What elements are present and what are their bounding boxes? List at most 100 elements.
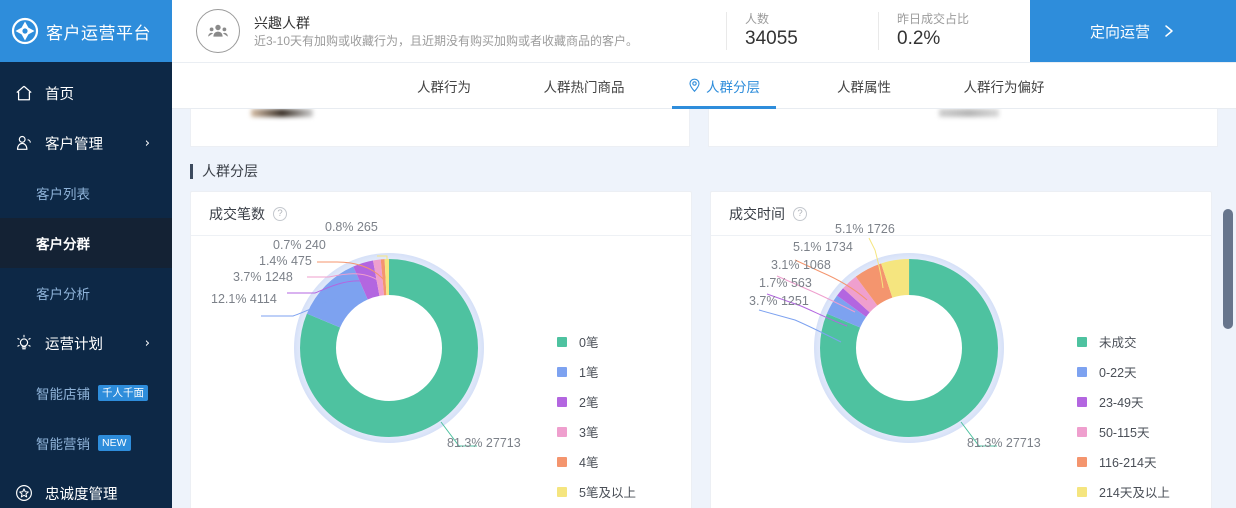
chevron-right-icon: ›: [144, 135, 150, 151]
cutoff-card-right: [708, 109, 1218, 147]
legend-label: 5笔及以上: [579, 486, 636, 500]
legend-item[interactable]: 214天及以上: [1077, 482, 1170, 501]
sidebar-item-loyalty[interactable]: 忠诚度管理: [0, 468, 172, 508]
sidebar-item-label: 客户管理: [45, 136, 103, 153]
legend-swatch: [557, 336, 567, 347]
legend-item[interactable]: 4笔: [557, 452, 636, 471]
legend-item[interactable]: 0-22天: [1077, 362, 1170, 381]
legend-swatch: [1077, 426, 1087, 437]
stat-value: 34055: [745, 28, 798, 49]
sidebar-item-smart-shop[interactable]: 智能店铺 千人千面: [0, 368, 172, 418]
chevron-right-icon: [1162, 23, 1176, 39]
legend-swatch: [557, 486, 567, 497]
card-header: 成交笔数 ?: [191, 192, 691, 236]
legend-item[interactable]: 1笔: [557, 362, 636, 381]
legend-label: 50-115天: [1099, 426, 1150, 440]
sidebar-item-customer-list[interactable]: 客户列表: [0, 168, 172, 218]
tab-label: 人群行为偏好: [963, 79, 1045, 95]
cutoff-card-left: [190, 109, 690, 147]
crowd-header: 兴趣人群 近3-10天有加购或收藏行为，且近期没有购买加购或者收藏商品的客户。 …: [172, 0, 1236, 63]
targeted-operation-button[interactable]: 定向运营: [1030, 0, 1236, 62]
brand-name: 客户运营平台: [46, 23, 151, 43]
blurred-thumbnail: [251, 109, 313, 117]
legend-transaction-time: 未成交 0-22天 23-49天: [1077, 332, 1170, 501]
donut-chart-transaction-time[interactable]: 5.1% 1726 5.1% 1734 3.1% 1068 1.7% 563 3…: [749, 222, 1041, 450]
main-area: 兴趣人群 近3-10天有加购或收藏行为，且近期没有购买加购或者收藏商品的客户。 …: [172, 0, 1236, 508]
sidebar: 客户运营平台 首页 客户管理 ›: [0, 0, 172, 508]
legend-swatch: [557, 366, 567, 377]
callout-unpaid: 81.3% 27713: [967, 436, 1041, 450]
sidebar-item-customer-management[interactable]: 客户管理 ›: [0, 118, 172, 168]
legend-label: 3笔: [579, 426, 599, 440]
chart-area: 0.8% 265 0.7% 240 1.4% 475 3.7% 1248 12.…: [191, 220, 691, 508]
legend-swatch: [1077, 396, 1087, 407]
legend-swatch: [1077, 456, 1087, 467]
tab-label: 人群热门商品: [543, 79, 625, 95]
callout-5plus: 0.8% 265: [325, 220, 378, 234]
callout-214plus: 5.1% 1726: [835, 222, 895, 236]
legend-item[interactable]: 2笔: [557, 392, 636, 411]
sidebar-item-label: 运营计划: [45, 336, 103, 353]
tab-crowd-segmentation[interactable]: 人群分层: [654, 63, 794, 109]
sidebar-item-smart-marketing[interactable]: 智能营销 NEW: [0, 418, 172, 468]
legend-item[interactable]: 23-49天: [1077, 392, 1170, 411]
sidebar-item-label: 客户列表: [36, 187, 90, 202]
callout-50-115: 3.1% 1068: [771, 258, 831, 272]
legend-swatch: [1077, 486, 1087, 497]
sidebar-item-label: 智能店铺: [36, 387, 90, 402]
card-transaction-count: 成交笔数 ?: [190, 191, 692, 508]
sidebar-item-home[interactable]: 首页: [0, 68, 172, 118]
sidebar-badge-qianren: 千人千面: [98, 385, 148, 401]
tab-crowd-behavior-preference[interactable]: 人群行为偏好: [934, 63, 1074, 108]
legend-label: 4笔: [579, 456, 599, 470]
donut-chart-transaction-count[interactable]: 0.8% 265 0.7% 240 1.4% 475 3.7% 1248 12.…: [211, 220, 521, 450]
tab-label: 人群分层: [706, 79, 760, 95]
brand-logo[interactable]: 客户运营平台: [0, 0, 172, 62]
people-group-icon: [196, 9, 240, 53]
legend-label: 2笔: [579, 396, 599, 410]
legend-swatch: [557, 426, 567, 437]
legend-transaction-count: 0笔 1笔 2笔 3笔: [557, 332, 636, 501]
legend-label: 0-22天: [1099, 366, 1137, 380]
vertical-scrollbar-track[interactable]: [1218, 109, 1236, 508]
tab-crowd-behavior[interactable]: 人群行为: [374, 63, 514, 108]
callout-3: 1.4% 475: [259, 254, 312, 268]
callout-2: 3.7% 1248: [233, 270, 293, 284]
legend-item[interactable]: 50-115天: [1077, 422, 1170, 441]
vertical-scrollbar-thumb[interactable]: [1223, 209, 1233, 329]
sidebar-item-label: 首页: [45, 86, 74, 103]
home-icon: [14, 83, 34, 103]
stat-value: 0.2%: [897, 28, 941, 49]
question-circle-icon[interactable]: ?: [273, 206, 287, 221]
stat-label: 人数: [745, 12, 770, 26]
bulb-icon: [14, 333, 34, 353]
donut-svg: [758, 237, 1004, 447]
callout-23-49: 1.7% 563: [759, 276, 812, 290]
legend-swatch: [557, 396, 567, 407]
crowd-title: 兴趣人群: [254, 14, 310, 31]
question-circle-icon[interactable]: ?: [793, 206, 807, 221]
tab-crowd-hot-products[interactable]: 人群热门商品: [514, 63, 654, 108]
tab-crowd-attributes[interactable]: 人群属性: [794, 63, 934, 108]
legend-label: 未成交: [1099, 336, 1137, 350]
stat-people-count: 人数 34055: [726, 12, 878, 50]
tab-bar: 人群行为 人群热门商品 人群分层 人群属性 人群行为偏好: [172, 63, 1236, 109]
card-transaction-time: 成交时间 ?: [710, 191, 1212, 508]
section-accent-bar: [190, 163, 193, 179]
legend-item[interactable]: 0笔: [557, 332, 636, 351]
donut-svg: [261, 253, 484, 447]
legend-item[interactable]: 116-214天: [1077, 452, 1170, 471]
legend-item[interactable]: 5笔及以上: [557, 482, 636, 501]
compass-star-icon: [11, 17, 39, 45]
sidebar-item-label: 客户分析: [36, 287, 90, 302]
sidebar-item-operation-plan[interactable]: 运营计划 ›: [0, 318, 172, 368]
chart-cards: 成交笔数 ?: [172, 191, 1236, 508]
legend-label: 214天及以上: [1099, 486, 1170, 500]
legend-item[interactable]: 3笔: [557, 422, 636, 441]
user-group-icon: [14, 133, 34, 153]
legend-item[interactable]: 未成交: [1077, 332, 1170, 351]
tab-label: 人群属性: [837, 79, 891, 95]
sidebar-item-customer-segments[interactable]: 客户分群: [0, 218, 172, 268]
sidebar-item-customer-analysis[interactable]: 客户分析: [0, 268, 172, 318]
